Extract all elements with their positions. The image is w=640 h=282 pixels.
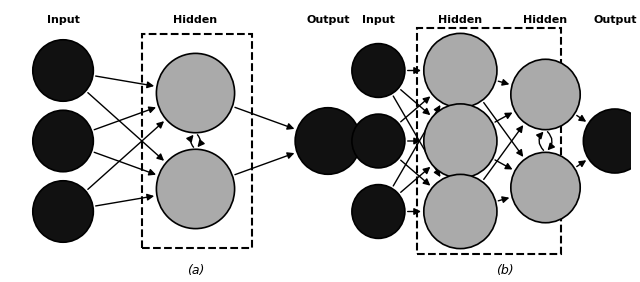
Ellipse shape xyxy=(352,44,405,97)
Bar xyxy=(417,28,561,254)
Text: Hidden: Hidden xyxy=(524,15,568,25)
Ellipse shape xyxy=(156,53,235,133)
Ellipse shape xyxy=(33,110,93,172)
Ellipse shape xyxy=(33,181,93,242)
Text: Hidden: Hidden xyxy=(173,15,218,25)
Ellipse shape xyxy=(33,40,93,101)
Text: Output: Output xyxy=(593,15,637,25)
Text: (b): (b) xyxy=(496,264,513,277)
Ellipse shape xyxy=(424,33,497,108)
Text: Output: Output xyxy=(306,15,349,25)
Text: (a): (a) xyxy=(187,264,204,277)
Ellipse shape xyxy=(511,59,580,130)
Ellipse shape xyxy=(583,109,640,173)
Bar xyxy=(142,34,252,248)
Text: Input: Input xyxy=(362,15,395,25)
Ellipse shape xyxy=(424,104,497,178)
Ellipse shape xyxy=(424,174,497,249)
Ellipse shape xyxy=(295,108,361,174)
Ellipse shape xyxy=(156,149,235,229)
Text: Input: Input xyxy=(47,15,79,25)
Text: Hidden: Hidden xyxy=(438,15,483,25)
Ellipse shape xyxy=(352,185,405,238)
Ellipse shape xyxy=(352,114,405,168)
Ellipse shape xyxy=(511,152,580,223)
